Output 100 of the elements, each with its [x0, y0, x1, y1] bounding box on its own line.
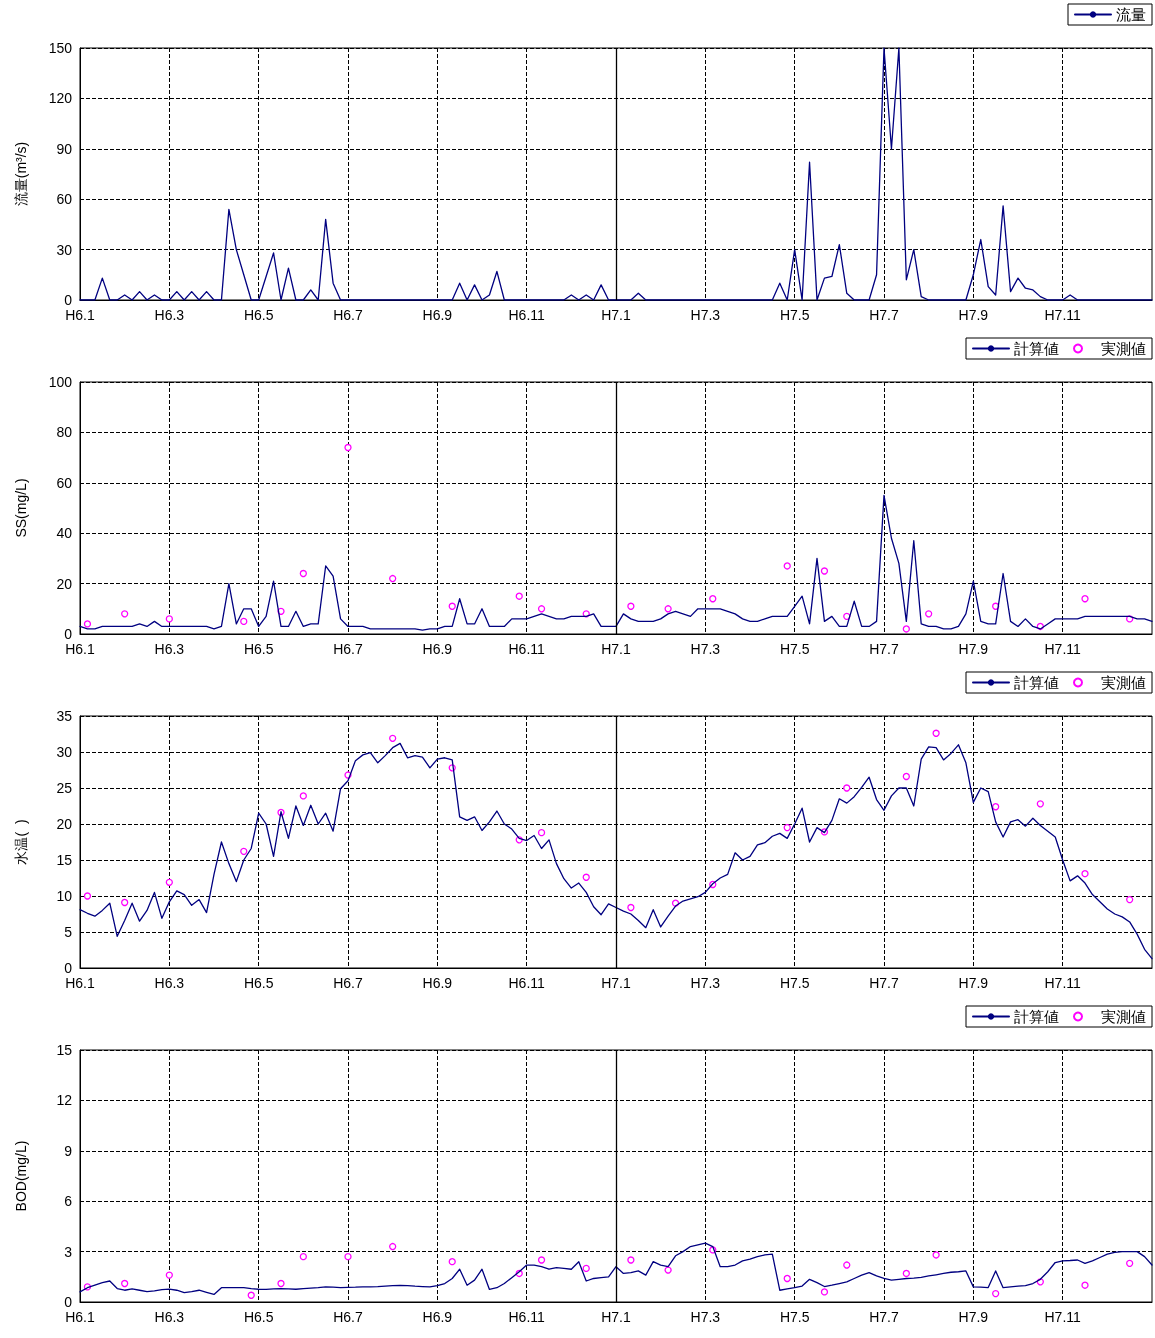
- point: [820, 567, 829, 575]
- x-tick-label: H6.3: [154, 641, 185, 657]
- point: [515, 592, 523, 600]
- y-tick-label: 35: [56, 708, 73, 724]
- y-tick-label: 25: [56, 780, 73, 796]
- y-tick-label: 5: [64, 924, 73, 940]
- point: [627, 602, 635, 610]
- x-tick-label: H7.5: [779, 1309, 810, 1325]
- y-tick-label: 15: [56, 852, 73, 868]
- point: [448, 602, 456, 610]
- point: [299, 1252, 307, 1261]
- point: [121, 610, 129, 618]
- legend-label: 計算値: [1014, 340, 1059, 357]
- y-tick-label: 3: [64, 1243, 73, 1260]
- x-tick-label: H6.11: [508, 1309, 546, 1325]
- x-tick-label: H7.7: [869, 975, 899, 991]
- line-series: [79, 494, 1153, 631]
- point: [277, 1279, 285, 1288]
- legend-label: 実測値: [1101, 340, 1146, 357]
- x-tick-label: H7.5: [779, 307, 810, 323]
- x-tick-label: H6.7: [333, 1309, 363, 1325]
- y-tick-label: 9: [64, 1142, 73, 1159]
- point: [537, 1256, 546, 1264]
- x-tick-label: H6.1: [65, 1309, 95, 1325]
- x-tick-label: H7.5: [779, 641, 810, 657]
- x-tick-label: H6.9: [422, 307, 453, 323]
- y-tick-label: 0: [64, 1294, 73, 1310]
- point: [121, 898, 129, 907]
- x-tick-label: H6.9: [422, 975, 453, 991]
- point: [1126, 895, 1134, 904]
- y-tick-label: 120: [48, 90, 73, 107]
- point: [843, 1261, 851, 1269]
- x-tick-label: H6.5: [243, 975, 274, 991]
- x-tick-label: H7.1: [601, 641, 631, 657]
- point: [783, 562, 791, 570]
- y-tick-label: 12: [56, 1092, 73, 1109]
- point: [932, 1251, 940, 1259]
- x-tick-label: H6.9: [422, 641, 453, 657]
- point: [709, 595, 717, 603]
- point: [165, 878, 173, 886]
- y-tick-label: 15: [56, 1042, 73, 1058]
- point: [448, 1258, 456, 1266]
- y-tick-label: 60: [56, 474, 73, 491]
- y-axis-title: 流量(m³/s): [13, 141, 29, 207]
- line-series: [79, 1242, 1153, 1296]
- x-tick-label: H6.3: [154, 307, 185, 323]
- point: [537, 605, 546, 613]
- point: [165, 615, 173, 623]
- x-tick-label: H6.1: [65, 641, 95, 657]
- point: [783, 823, 791, 832]
- legend-label: 流量: [1116, 6, 1146, 23]
- point: [820, 1288, 829, 1296]
- legend-label: 実測値: [1101, 1008, 1146, 1025]
- point: [925, 610, 933, 618]
- point: [627, 1256, 635, 1264]
- x-tick-label: H7.9: [958, 975, 989, 991]
- y-tick-label: 0: [64, 292, 73, 308]
- y-axis-title: BOD(mg/L): [13, 1140, 29, 1212]
- point: [247, 1291, 255, 1299]
- x-tick-label: H7.3: [690, 975, 721, 991]
- y-tick-label: 80: [56, 424, 73, 441]
- x-tick-label: H7.3: [690, 307, 721, 323]
- x-tick-label: H6.7: [333, 307, 363, 323]
- point: [902, 1269, 910, 1278]
- y-tick-label: 10: [56, 888, 73, 904]
- x-tick-label: H7.5: [779, 975, 810, 991]
- x-tick-label: H6.5: [243, 641, 274, 657]
- point: [627, 903, 635, 912]
- x-tick-label: H7.7: [869, 1309, 899, 1325]
- point: [83, 620, 92, 628]
- point: [843, 784, 851, 792]
- point: [1036, 800, 1044, 808]
- y-tick-label: 40: [56, 525, 73, 542]
- x-tick-label: H7.9: [958, 307, 989, 323]
- y-axis-title: SS(mg/L): [13, 478, 29, 538]
- y-tick-label: 6: [64, 1193, 73, 1210]
- point: [344, 1252, 352, 1261]
- point: [902, 772, 910, 781]
- y-tick-label: 90: [56, 140, 73, 157]
- x-tick-label: H7.1: [601, 1309, 631, 1325]
- point: [664, 1266, 672, 1274]
- point: [240, 847, 248, 856]
- point: [1081, 1281, 1089, 1289]
- point: [783, 1274, 791, 1283]
- point: [1081, 870, 1089, 878]
- x-tick-label: H6.1: [65, 975, 95, 991]
- point: [582, 1264, 590, 1273]
- x-tick-label: H7.11: [1044, 307, 1082, 323]
- x-tick-label: H6.7: [333, 641, 363, 657]
- legend-label: 計算値: [1014, 674, 1059, 691]
- line-series: [79, 742, 1153, 960]
- x-tick-label: H6.3: [154, 1309, 185, 1325]
- legend-label: 実測値: [1101, 674, 1146, 691]
- legend-label: 計算値: [1014, 1008, 1059, 1025]
- point: [389, 574, 397, 583]
- line-series: [79, 47, 1153, 301]
- x-tick-label: H7.11: [1044, 1309, 1082, 1325]
- x-tick-label: H7.7: [869, 307, 899, 323]
- y-tick-label: 20: [56, 816, 73, 832]
- point: [1126, 1259, 1134, 1268]
